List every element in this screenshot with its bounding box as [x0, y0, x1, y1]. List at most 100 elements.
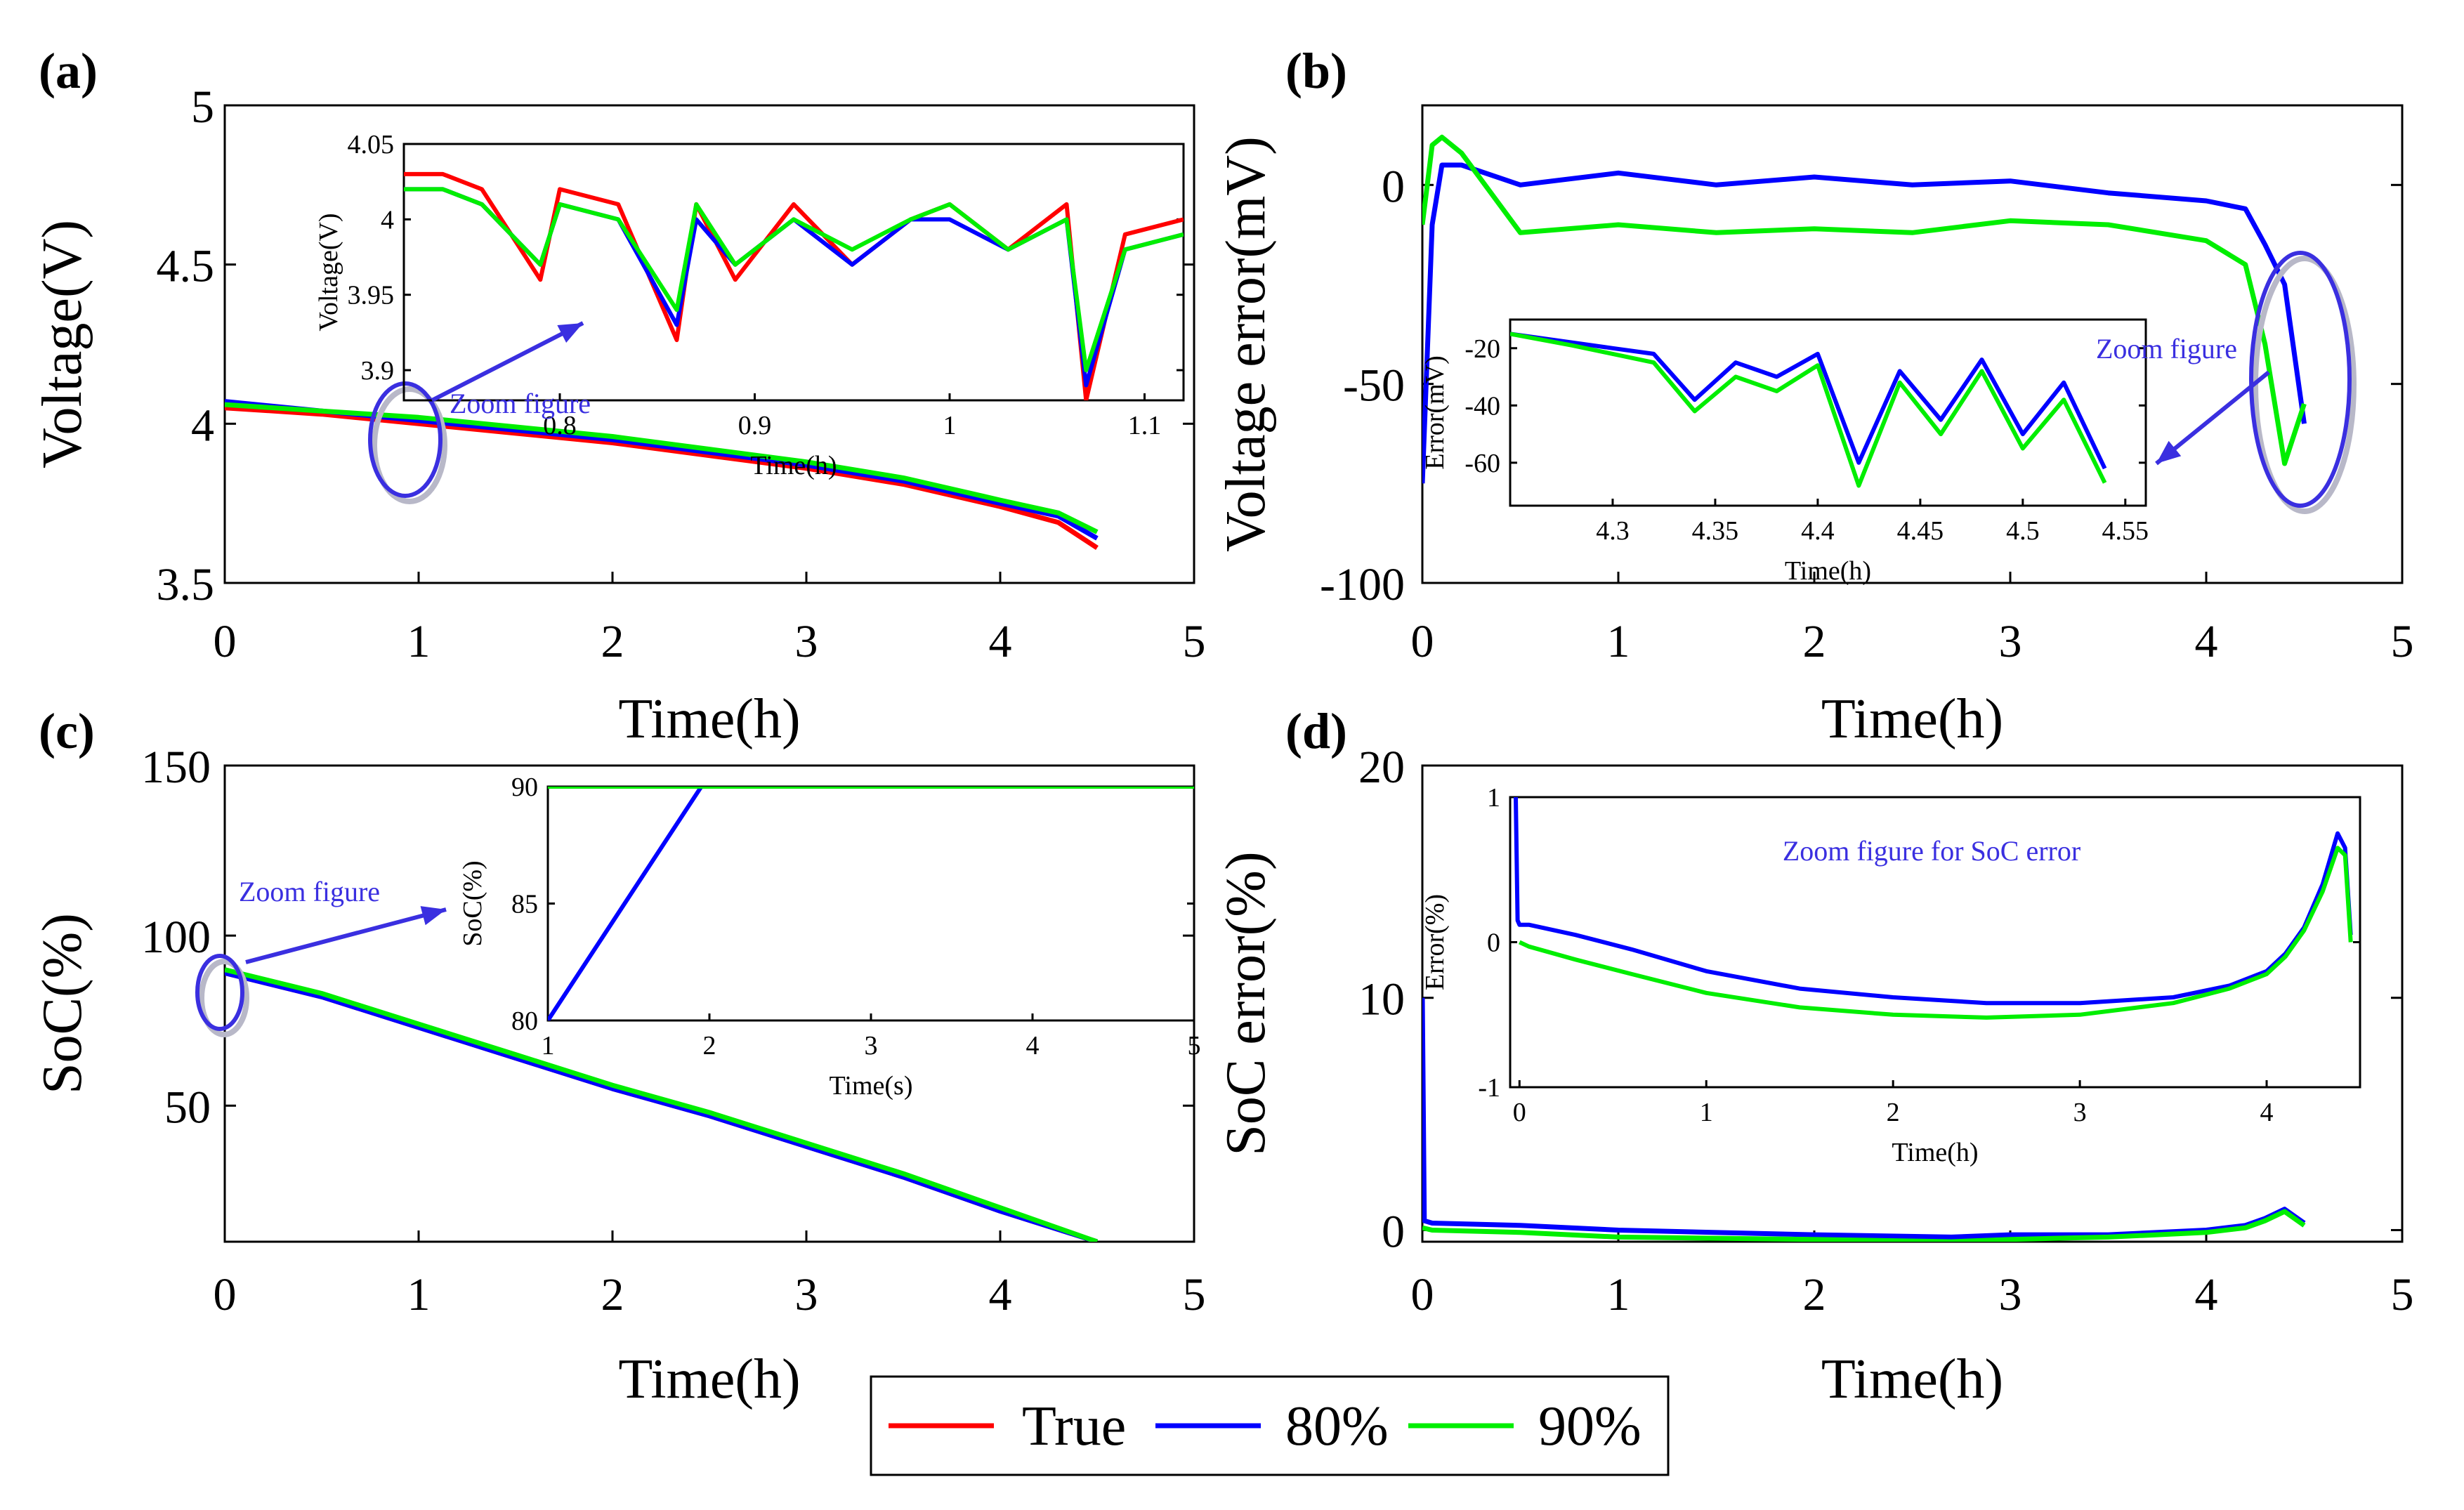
panel-d-inset-series-group	[1514, 797, 2353, 1020]
panel-a-ytick-label: 5	[191, 81, 214, 133]
panel-c-ylabel: SoC(%)	[32, 913, 93, 1094]
panel-c-xtick-label: 1	[407, 1269, 431, 1320]
panel-d-xlabel: Time(h)	[1821, 1348, 2003, 1410]
panel-b-xtick-label: 2	[1803, 616, 1826, 667]
panel-b-inset-xtick-label: 4.5	[2006, 516, 2040, 546]
panel-c-zoom-ellipse	[195, 954, 244, 1031]
panel-c-inset-xtick-label: 4	[1026, 1031, 1040, 1061]
panel-a-xtick-label: 4	[989, 616, 1012, 667]
panel-a-inset-xlabel: Time(h)	[750, 451, 837, 480]
panel-c-inset-series-p80	[548, 787, 704, 1020]
panel-c-plot-frame	[223, 764, 1195, 1243]
panel-c-inset-ytick-label: 85	[511, 890, 538, 919]
panel-b-series-group	[1422, 134, 2307, 484]
panel-a-ytick-label: 3.5	[157, 559, 215, 610]
panel-b-inset-xtick-label: 4.45	[1897, 516, 1944, 546]
panel-d-ytick-label: 10	[1358, 974, 1405, 1025]
panel-c-series-p80	[225, 971, 1099, 1242]
panel-b-inset-ytick-label: -40	[1464, 391, 1500, 421]
panel-b-xtick-label: 0	[1411, 616, 1434, 667]
panel-c-inset-series-group	[548, 787, 1194, 1020]
panel-a-inset-xtick-label: 0.8	[543, 411, 577, 440]
panel-c-inset-xtick-label: 5	[1188, 1031, 1201, 1061]
panel-a-inset-xtick-label: 0.9	[738, 411, 772, 440]
panel-c-inset-ylabel: SoC(%)	[458, 860, 487, 946]
panel-d-inset-series-p80	[1514, 797, 2353, 1006]
panel-d-annotation: Zoom figure for SoC error	[1783, 835, 2080, 867]
panel-a-xtick-label: 0	[214, 616, 237, 667]
panel-b-annotation: Zoom figure	[2096, 333, 2237, 365]
panel-c-inset-plot-frame	[546, 785, 1195, 1022]
panel-b-inset-xlabel: Time(h)	[1785, 556, 1871, 586]
panel-b-inset-plot-frame	[1509, 318, 2147, 507]
legend-label-p80: 80%	[1285, 1396, 1389, 1457]
panel-d-ylabel: SoC error(%)	[1215, 851, 1277, 1155]
panel-b-inset-series-group	[1510, 331, 2107, 488]
panel-b-zoom-arrowhead	[2156, 440, 2182, 464]
panel-a-inset-series-true	[404, 171, 1184, 400]
panel-d-inset: 0 1 2 3 4 -1 0 1 Time(h) Error(%)	[1420, 783, 2361, 1167]
panel-a-plot-frame	[223, 104, 1195, 584]
panel-a-series-p90	[225, 402, 1099, 534]
panel-d-series-p90	[1422, 1209, 2306, 1242]
panel-c-inset-ytick-label: 90	[511, 773, 538, 802]
panel-b-series-p80	[1422, 162, 2307, 484]
panel-d-inset-xtick-label: 1	[1700, 1098, 1713, 1127]
panel-c-xtick-label: 5	[1183, 1269, 1206, 1320]
panel-a-inset-series-p90	[404, 187, 1184, 373]
panel-d-ytick-label: 0	[1382, 1206, 1405, 1257]
panel-b-inset-series-p90	[1510, 331, 2107, 488]
panel-c-ytick-label: 150	[141, 742, 211, 793]
panel-c-series-group	[225, 967, 1099, 1242]
panel-b-ytick-label: 0	[1382, 161, 1405, 212]
panel-d-label: (d)	[1285, 703, 1347, 759]
panel-a-xtick-label: 2	[601, 616, 624, 667]
panel-c-inset-xtick-label: 2	[703, 1031, 716, 1061]
panel-a-inset: 0.8 0.9 1 1.1 3.9 3.95 4 4.05 Time(h) Voltage(V)	[314, 130, 1185, 480]
panel-a-inset-xtick-label: 1.1	[1128, 411, 1162, 440]
panel-c-xtick-label: 0	[214, 1269, 237, 1320]
panel-c-zoom-arrowhead	[420, 906, 446, 926]
panel-d-xtick-label: 4	[2195, 1269, 2218, 1320]
panel-d-inset-xtick-label: 3	[2073, 1098, 2087, 1127]
panel-c-xtick-label: 2	[601, 1269, 624, 1320]
panel-b-inset-xtick-label: 4.3	[1596, 516, 1630, 546]
panel-d-inset-ytick-label: 1	[1487, 783, 1500, 813]
panel-a-zoom-arrow	[431, 321, 584, 402]
panel-b-ylabel: Voltage error(mV)	[1215, 136, 1277, 552]
panel-a-series-true	[225, 405, 1099, 551]
panel-a-inset-ytick-label: 3.95	[348, 281, 395, 310]
panel-c-inset-xlabel: Time(s)	[830, 1071, 913, 1101]
panel-b: 0 1 2 3 4 5 -100 -50 0 (b) Time(h) Voltage error(mV…	[1215, 43, 2414, 750]
panel-b-ytick-label: -50	[1343, 360, 1405, 412]
panel-a-inset-ytick-label: 4.05	[348, 130, 395, 159]
legend-label-p90: 90%	[1538, 1396, 1641, 1457]
panel-d-inset-ytick-label: 0	[1487, 928, 1500, 958]
panel-d-inset-xtick-label: 4	[2260, 1098, 2274, 1127]
panel-b-inset-xtick-label: 4.4	[1801, 516, 1835, 546]
panel-b-series-p90	[1422, 134, 2307, 466]
panel-a-label: (a)	[39, 43, 98, 99]
panel-a-inset-plot-frame	[402, 143, 1185, 402]
panel-a-inset-ytick-label: 3.9	[361, 356, 395, 386]
panel-b-xtick-label: 4	[2195, 616, 2218, 667]
panel-a-zoom-ellipse	[368, 381, 443, 498]
panel-a-annotation: Zoom figure	[450, 388, 591, 419]
panel-c-inset: 1 2 3 4 5 80 85 90 Time(s) SoC(%)	[458, 773, 1201, 1101]
panel-b-xlabel: Time(h)	[1821, 688, 2003, 750]
panel-a-xtick-label: 5	[1183, 616, 1206, 667]
panel-d-inset-xlabel: Time(h)	[1892, 1138, 1978, 1167]
panel-a-xtick-label: 1	[407, 616, 431, 667]
panel-c-xtick-label: 4	[989, 1269, 1012, 1320]
panel-b-ytick-label: -100	[1320, 559, 1405, 610]
panel-a-ytick-label: 4	[191, 400, 214, 451]
panel-c-inset-ytick-label: 80	[511, 1006, 538, 1036]
panel-b-inset-ytick-label: -20	[1464, 334, 1500, 364]
panel-a-inset-xtick-label: 1	[943, 411, 957, 440]
panel-a-inset-series-group	[404, 171, 1184, 400]
panel-a-zoom-arrowhead	[557, 323, 583, 343]
panel-a-ytick-label: 4.5	[157, 241, 215, 292]
panel-c-series-p90	[225, 967, 1099, 1242]
